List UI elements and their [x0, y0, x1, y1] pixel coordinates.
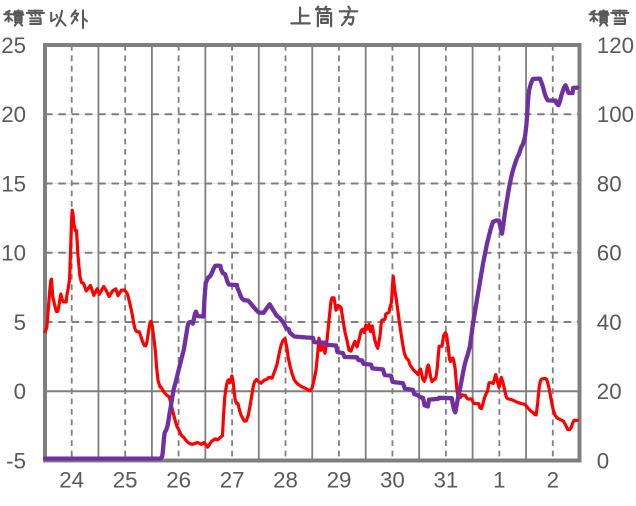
svg-text:60: 60	[597, 241, 622, 266]
svg-text:20: 20	[597, 379, 622, 404]
svg-text:25: 25	[1, 33, 26, 58]
svg-text:20: 20	[1, 102, 26, 127]
svg-text:0: 0	[597, 448, 609, 473]
svg-text:27: 27	[220, 468, 245, 493]
svg-text:80: 80	[597, 171, 622, 196]
svg-text:120: 120	[597, 33, 634, 58]
svg-text:28: 28	[273, 468, 298, 493]
svg-text:2: 2	[547, 468, 559, 493]
svg-text:100: 100	[597, 102, 634, 127]
svg-text:5: 5	[14, 310, 26, 335]
svg-text:30: 30	[380, 468, 405, 493]
svg-text:31: 31	[433, 468, 458, 493]
svg-text:15: 15	[1, 171, 26, 196]
svg-text:25: 25	[113, 468, 138, 493]
svg-text:40: 40	[597, 310, 622, 335]
svg-text:0: 0	[14, 379, 26, 404]
svg-text:1: 1	[493, 468, 505, 493]
svg-text:-5: -5	[6, 448, 26, 473]
svg-text:26: 26	[166, 468, 191, 493]
svg-text:29: 29	[327, 468, 352, 493]
svg-text:10: 10	[1, 241, 26, 266]
svg-text:24: 24	[59, 468, 84, 493]
